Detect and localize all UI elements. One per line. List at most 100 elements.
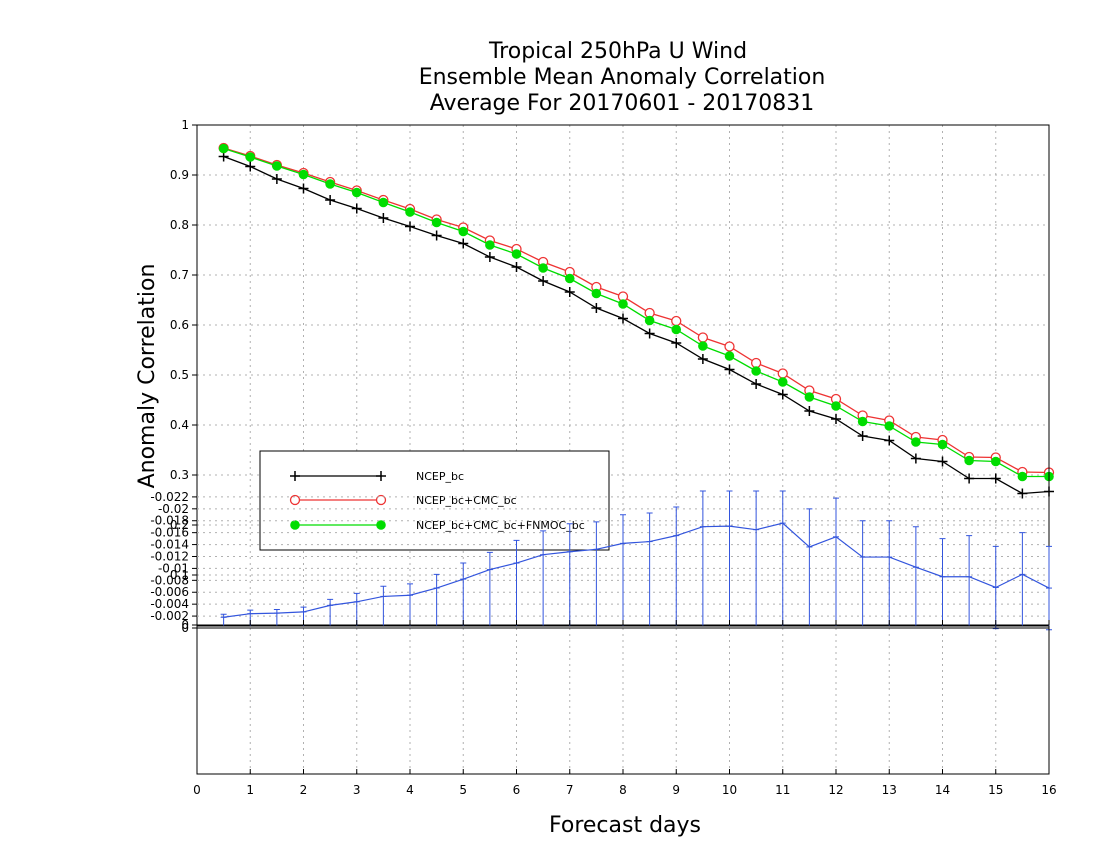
error-bar bbox=[513, 539, 520, 627]
legend-marker bbox=[290, 520, 300, 530]
legend-marker bbox=[376, 471, 386, 481]
upper-y-tick-label: 1 bbox=[181, 118, 189, 132]
data-point-ncep bbox=[937, 456, 948, 467]
data-point-ncep-cmc-fnmoc bbox=[990, 456, 1001, 467]
data-point-ncep bbox=[697, 354, 708, 364]
data-point-ncep-cmc-fnmoc bbox=[298, 169, 309, 180]
data-point-ncep-cmc-fnmoc bbox=[564, 273, 575, 284]
data-point-ncep-cmc bbox=[671, 315, 682, 327]
data-point-ncep bbox=[644, 328, 655, 339]
data-point-ncep bbox=[271, 174, 282, 184]
data-point-ncep bbox=[724, 364, 735, 375]
data-point-ncep-cmc-fnmoc bbox=[804, 392, 815, 402]
error-bar bbox=[833, 497, 839, 627]
lower-y-tick-label: -0.006 bbox=[150, 585, 189, 599]
data-point-ncep bbox=[458, 238, 469, 249]
data-point-ncep-cmc-fnmoc bbox=[378, 197, 389, 208]
data-point-ncep bbox=[591, 303, 602, 313]
data-point-ncep bbox=[964, 473, 975, 484]
x-tick-label: 12 bbox=[828, 783, 843, 797]
x-tick-label: 15 bbox=[988, 783, 1003, 797]
data-point-ncep bbox=[431, 230, 442, 241]
error-bar bbox=[939, 538, 946, 627]
lower-y-tick-label: 0 bbox=[181, 621, 189, 635]
x-tick-label: 5 bbox=[459, 783, 467, 797]
x-tick-label: 8 bbox=[619, 783, 627, 797]
upper-y-tick-label: 0.5 bbox=[170, 368, 189, 382]
series-line-2 bbox=[223, 147, 1049, 478]
x-ticks: 0 1 2 3 4 5 6 7 8 9 10 11 12 13 14 15 16 bbox=[193, 620, 1057, 797]
error-bar bbox=[486, 551, 493, 627]
lower-y-tick-label: -0.014 bbox=[150, 538, 189, 552]
upper-y-tick-label: 0.1 bbox=[170, 568, 189, 582]
data-point-ncep-cmc-fnmoc bbox=[431, 217, 442, 228]
x-tick-label: 7 bbox=[566, 783, 574, 797]
legend-marker bbox=[376, 520, 386, 530]
data-point-ncep bbox=[751, 379, 762, 389]
upper-y-tick-label: 0.9 bbox=[170, 168, 189, 182]
legend-marker bbox=[375, 494, 387, 506]
x-tick-label: 10 bbox=[722, 783, 737, 797]
data-point-ncep bbox=[804, 406, 815, 416]
legend: NCEP_bc NCEP_bc+CMC_bc NCEP_bc+CMC_bc+FNMO… bbox=[259, 450, 610, 551]
data-point-ncep-cmc-fnmoc bbox=[405, 207, 415, 217]
error-bar bbox=[407, 583, 413, 627]
error-bar bbox=[380, 585, 387, 627]
data-point-ncep bbox=[351, 203, 362, 214]
lower-y-tick-label: -0.01 bbox=[158, 561, 189, 575]
data-point-ncep-cmc bbox=[750, 357, 762, 369]
difference-line bbox=[223, 522, 1050, 618]
error-bar bbox=[859, 520, 866, 627]
data-point-ncep-cmc-fnmoc bbox=[724, 351, 735, 361]
data-point-ncep-cmc-fnmoc bbox=[937, 439, 948, 450]
data-point-ncep-cmc-fnmoc bbox=[857, 416, 868, 427]
lower-y-tick-label: -0.022 bbox=[150, 490, 189, 504]
data-point-ncep bbox=[857, 431, 868, 441]
lower-y-tick-label: -0.016 bbox=[150, 526, 189, 540]
upper-y-tick-label: 0 bbox=[181, 618, 189, 632]
error-bar bbox=[433, 573, 440, 627]
series-line-0 bbox=[223, 155, 1050, 495]
lower-y-tick-label: -0.004 bbox=[150, 597, 189, 611]
lower-y-tick-label: -0.012 bbox=[150, 549, 189, 563]
x-tick-label: 16 bbox=[1041, 783, 1056, 797]
data-point-ncep-cmc-fnmoc bbox=[1017, 471, 1028, 482]
upper-y-tick-label: 0.6 bbox=[170, 318, 189, 332]
data-point-ncep-cmc-fnmoc bbox=[671, 324, 682, 335]
x-tick-label: 6 bbox=[513, 783, 521, 797]
error-bar bbox=[753, 490, 760, 627]
data-point-ncep-cmc-fnmoc bbox=[485, 240, 495, 250]
data-point-ncep-cmc-fnmoc bbox=[698, 341, 708, 351]
data-point-ncep bbox=[831, 414, 841, 424]
data-point-ncep bbox=[484, 252, 495, 262]
legend-box bbox=[259, 450, 610, 551]
upper-y-tick-label: 0.7 bbox=[170, 268, 189, 282]
error-bar bbox=[699, 490, 706, 627]
data-point-ncep-cmc-fnmoc bbox=[272, 161, 282, 171]
data-point-ncep bbox=[245, 161, 256, 172]
legend-label-0: NCEP_bc bbox=[416, 470, 464, 483]
lower-y-tick-label: -0.008 bbox=[150, 573, 189, 587]
chart-title-line-1: Tropical 250hPa U Wind bbox=[488, 39, 747, 64]
y-axis-label: Anomaly Correlation bbox=[135, 264, 160, 489]
data-point-ncep-cmc-fnmoc bbox=[538, 263, 548, 273]
error-bar bbox=[273, 609, 280, 627]
x-tick-label: 1 bbox=[246, 783, 254, 797]
error-bar bbox=[806, 508, 813, 627]
x-tick-label: 11 bbox=[775, 783, 790, 797]
data-point-ncep-cmc-fnmoc bbox=[751, 366, 761, 376]
data-point-ncep-cmc-fnmoc bbox=[458, 226, 469, 237]
data-point-ncep-cmc-fnmoc bbox=[511, 249, 522, 259]
data-point-ncep bbox=[618, 313, 628, 324]
data-point-ncep bbox=[378, 213, 389, 223]
data-point-ncep bbox=[1017, 488, 1028, 499]
data-point-ncep bbox=[298, 183, 309, 194]
x-tick-label: 13 bbox=[882, 783, 897, 797]
legend-marker bbox=[290, 471, 300, 481]
data-point-ncep-cmc-fnmoc bbox=[325, 179, 335, 189]
x-tick-label: 14 bbox=[935, 783, 950, 797]
error-bar bbox=[886, 520, 893, 627]
x-tick-label: 0 bbox=[193, 783, 201, 797]
legend-marker bbox=[289, 494, 301, 506]
upper-y-tick-label: 0.4 bbox=[170, 418, 189, 432]
